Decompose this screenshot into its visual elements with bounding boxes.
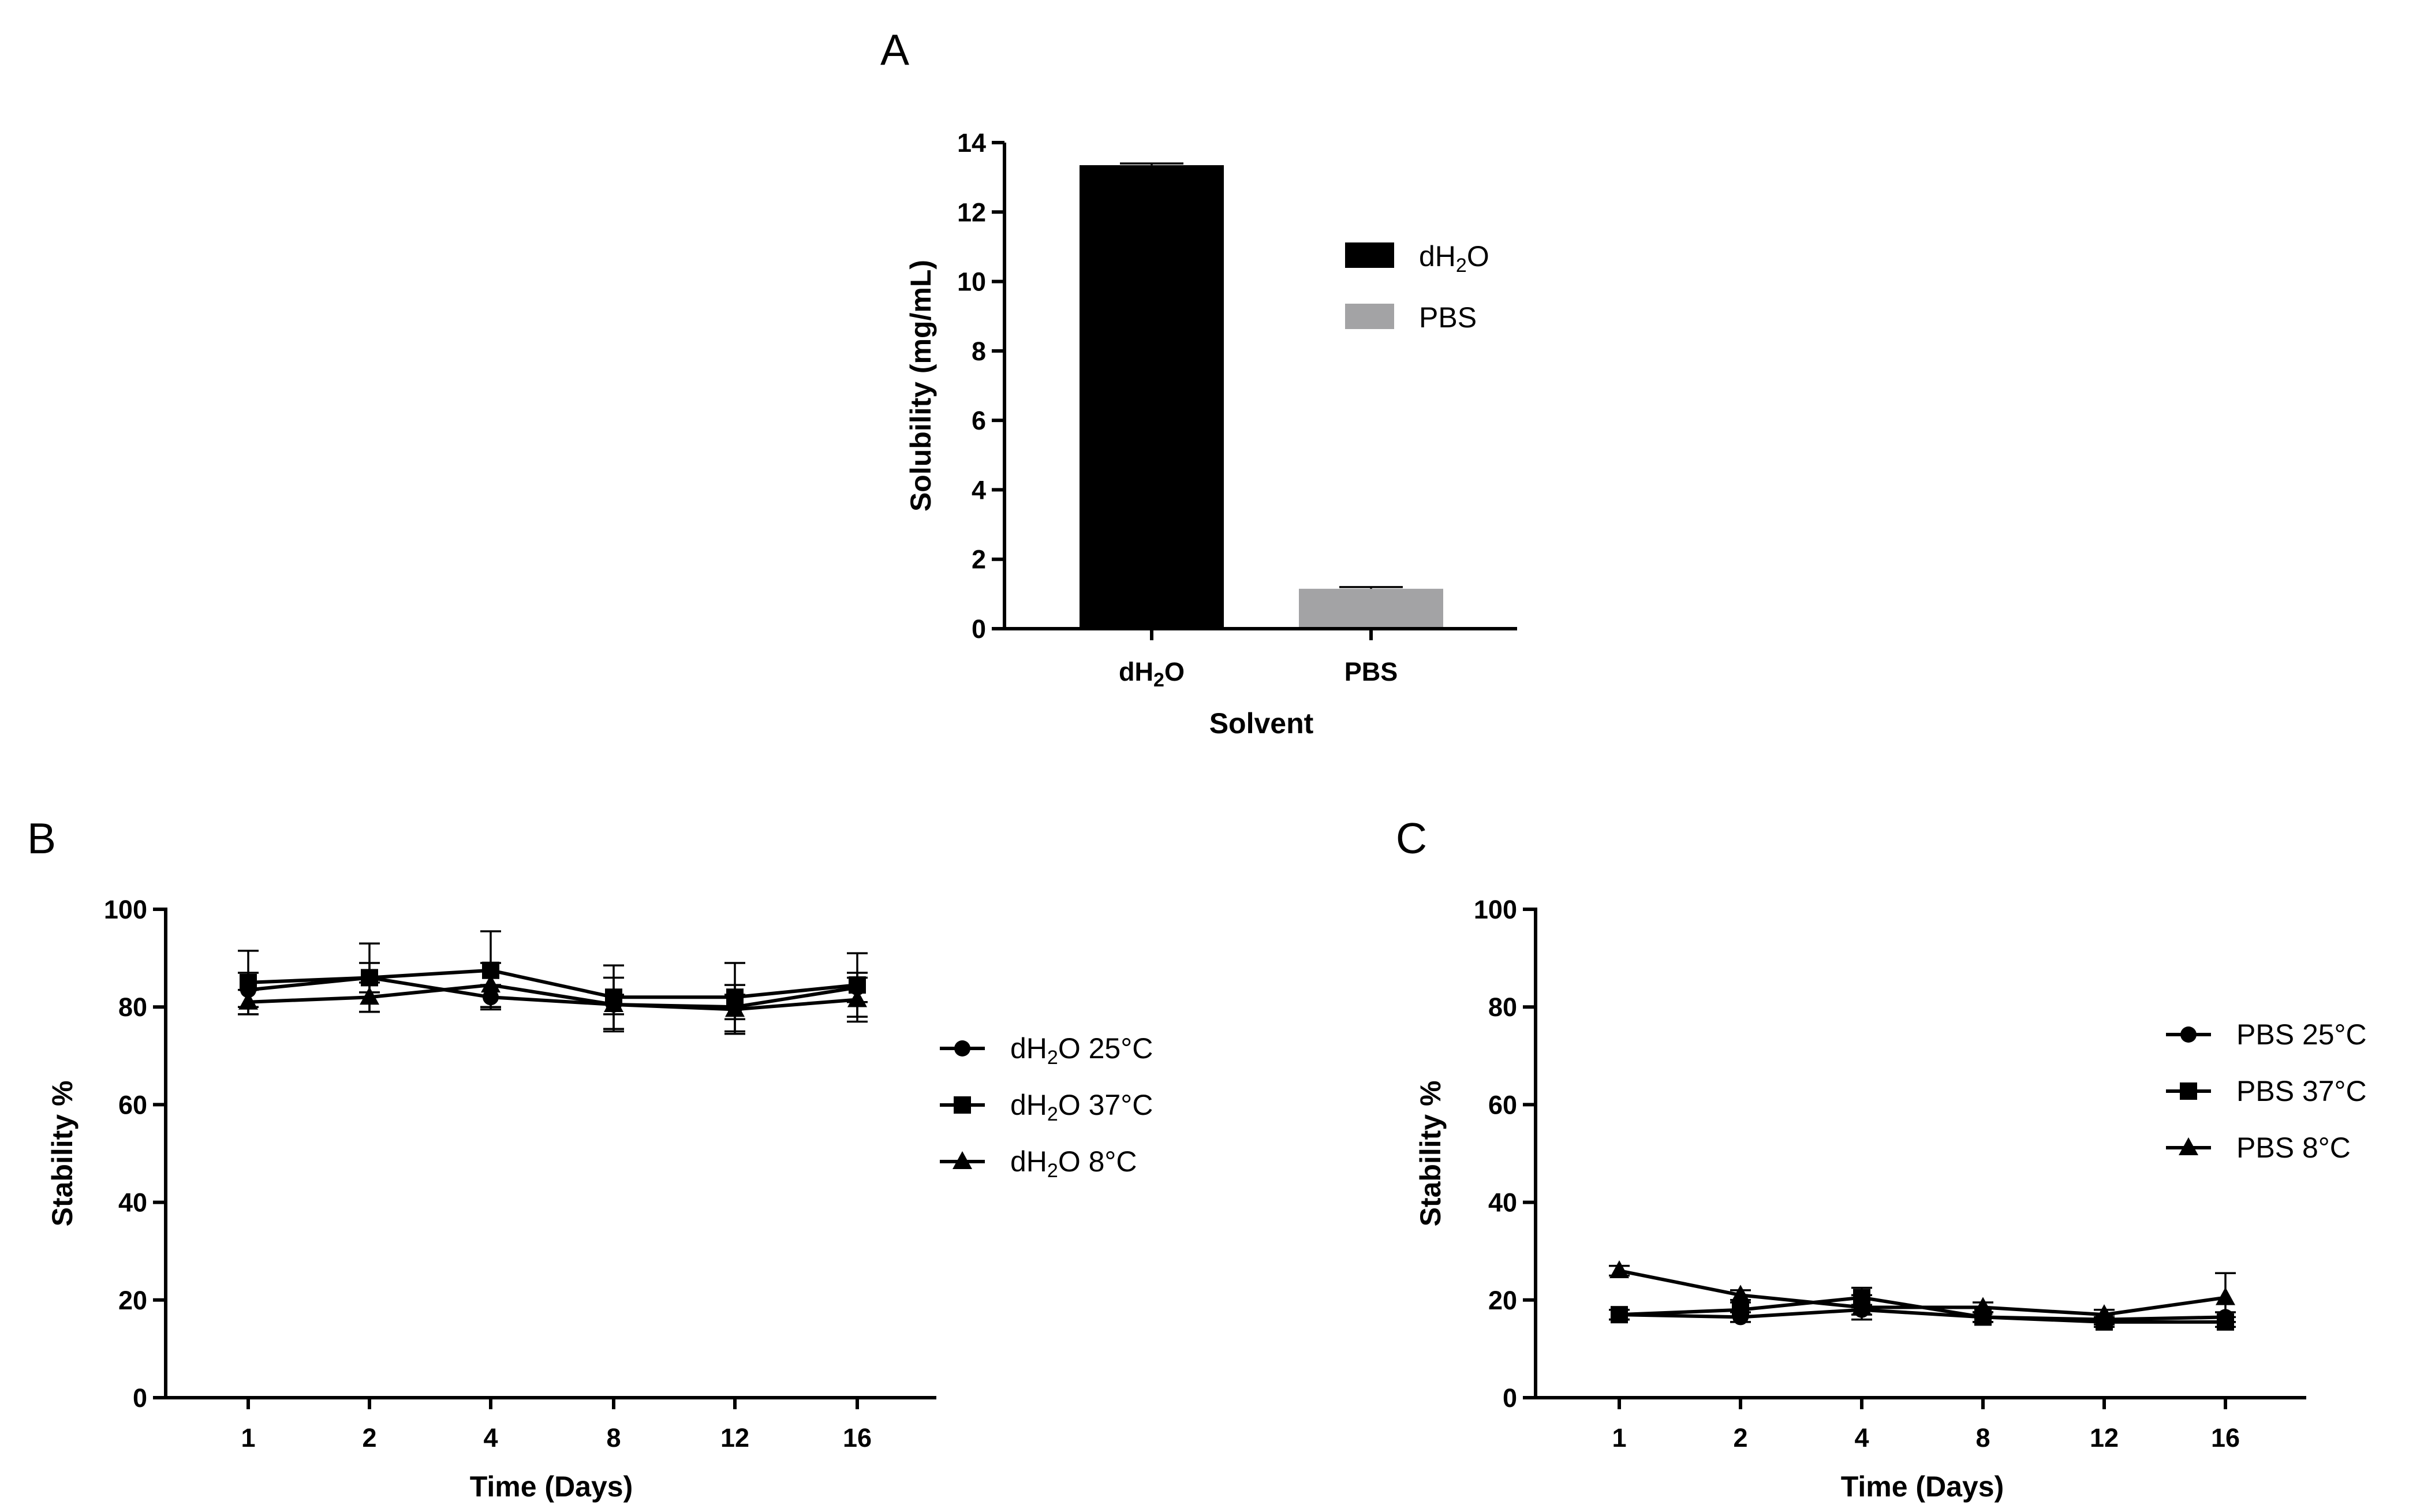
- bar-dh2o: [1080, 165, 1224, 629]
- legend-marker: [2179, 1137, 2198, 1155]
- legend-label: dH2O: [1419, 240, 1489, 277]
- x-tick-label: 2: [1733, 1423, 1747, 1453]
- data-point: [238, 991, 258, 1010]
- data-point: [1732, 1301, 1749, 1319]
- y-tick-label: 20: [118, 1286, 147, 1315]
- y-tick-label: 8: [972, 337, 986, 366]
- x-tick-label: 16: [843, 1423, 872, 1453]
- x-tick-label: 1: [1612, 1423, 1626, 1453]
- legend-swatch: [1345, 304, 1394, 329]
- y-tick-label: 40: [1488, 1188, 1517, 1218]
- x-axis-label: Time (Days): [470, 1470, 633, 1503]
- chart-a: A 0 2 4 6 8 10 12 14 dH2O PBS Solubility (mg/mL)…: [880, 25, 1517, 740]
- data-point: [2216, 1287, 2235, 1305]
- legend-label: dH2O 8°C: [1010, 1145, 1137, 1182]
- data-point: [725, 999, 745, 1017]
- legend-marker: [2180, 1082, 2197, 1100]
- y-tick-label: 60: [118, 1090, 147, 1119]
- x-tick-label: 2: [362, 1423, 376, 1453]
- x-tick-label: 12: [2090, 1423, 2119, 1453]
- y-tick-label: 4: [972, 475, 986, 505]
- y-tick-label: 10: [957, 267, 986, 297]
- y-tick-label: 100: [1474, 895, 1517, 924]
- y-tick-label: 60: [1488, 1090, 1517, 1119]
- legend-label: dH2O 25°C: [1010, 1032, 1153, 1069]
- y-axis-label: Solubility (mg/mL): [905, 260, 937, 512]
- x-tick-label: PBS: [1344, 657, 1398, 686]
- data-point: [1611, 1306, 1628, 1324]
- x-axis-label: Time (Days): [1841, 1470, 2004, 1503]
- data-point: [481, 975, 501, 993]
- x-tick-label: 12: [720, 1423, 749, 1453]
- x-tick-label: 8: [1975, 1423, 1990, 1453]
- y-tick-label: 14: [957, 128, 986, 158]
- legend-marker: [953, 1151, 972, 1169]
- data-point: [1731, 1285, 1750, 1303]
- data-point: [1609, 1260, 1629, 1279]
- data-point: [240, 973, 257, 991]
- series-line: [248, 968, 858, 999]
- legend-label: PBS 8°C: [2236, 1132, 2351, 1164]
- data-point: [360, 987, 379, 1005]
- legend-label: dH2O 37°C: [1010, 1089, 1153, 1125]
- panel-label-b: B: [27, 814, 56, 863]
- panel-label-a: A: [880, 25, 909, 74]
- data-point: [1973, 1297, 1993, 1315]
- x-tick-label: dH2O: [1119, 657, 1185, 691]
- series-line: [1619, 1308, 2226, 1321]
- data-point: [1852, 1297, 1872, 1315]
- bar-pbs: [1299, 588, 1443, 629]
- y-tick-label: 0: [1503, 1383, 1517, 1413]
- y-tick-label: 40: [118, 1188, 147, 1218]
- series-line: [248, 983, 858, 1011]
- legend-label: PBS: [1419, 301, 1477, 334]
- legend-label: PBS 25°C: [2236, 1018, 2367, 1051]
- legend-marker: [954, 1096, 971, 1114]
- x-tick-label: 4: [1854, 1423, 1869, 1453]
- series-line: [1619, 1269, 2226, 1317]
- data-point: [2094, 1304, 2114, 1323]
- data-point: [604, 994, 623, 1012]
- y-tick-label: 80: [1488, 992, 1517, 1022]
- y-axis-label: Stability %: [1414, 1081, 1447, 1227]
- y-tick-label: 0: [972, 614, 986, 644]
- x-tick-label: 8: [606, 1423, 621, 1453]
- data-point: [847, 989, 867, 1007]
- x-tick-label: 16: [2211, 1423, 2240, 1453]
- legend-swatch: [1345, 242, 1394, 268]
- y-tick-label: 100: [104, 895, 147, 924]
- panel-label-c: C: [1396, 814, 1427, 863]
- x-tick-label: 4: [483, 1423, 498, 1453]
- y-tick-label: 2: [972, 545, 986, 574]
- x-tick-label: 1: [241, 1423, 255, 1453]
- x-axis-label: Solvent: [1209, 707, 1314, 740]
- y-tick-label: 20: [1488, 1286, 1517, 1315]
- y-tick-label: 12: [957, 197, 986, 227]
- legend-marker: [2180, 1026, 2197, 1043]
- y-tick-label: 6: [972, 406, 986, 435]
- legend-label: PBS 37°C: [2236, 1075, 2367, 1107]
- y-tick-label: 0: [133, 1383, 147, 1413]
- y-axis-label: Stability %: [46, 1081, 79, 1227]
- y-tick-label: 80: [118, 992, 147, 1022]
- legend-marker: [954, 1040, 970, 1056]
